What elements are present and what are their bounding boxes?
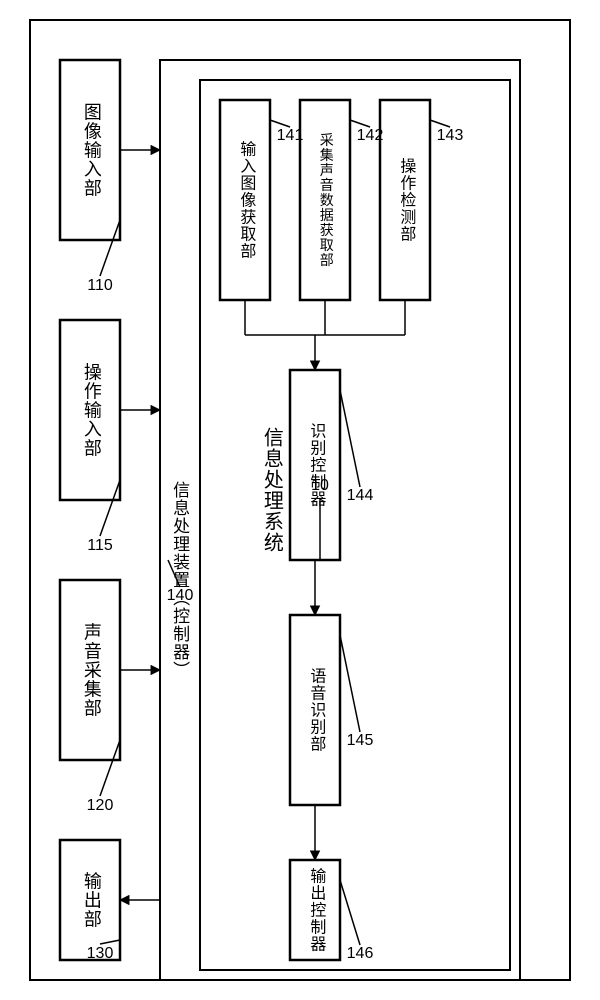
svg-text:输入图像获取部: 输入图像获取部 xyxy=(237,141,256,260)
svg-text:识别控制器: 识别控制器 xyxy=(307,423,326,508)
svg-text:输出部: 输出部 xyxy=(82,871,102,928)
svg-text:操作检测部: 操作检测部 xyxy=(397,158,416,243)
svg-text:声音采集部: 声音采集部 xyxy=(82,622,102,717)
svg-text:输出控制器: 输出控制器 xyxy=(307,868,326,953)
svg-text:120: 120 xyxy=(87,797,114,814)
svg-text:145: 145 xyxy=(347,732,374,749)
svg-text:146: 146 xyxy=(347,945,374,962)
svg-text:采集声音数据获取部: 采集声音数据获取部 xyxy=(318,133,334,268)
svg-text:130: 130 xyxy=(87,945,114,962)
svg-text:110: 110 xyxy=(87,277,113,294)
svg-text:信息处理装置（控制器）: 信息处理装置（控制器） xyxy=(170,481,190,679)
svg-text:115: 115 xyxy=(87,537,113,554)
svg-text:语音识别部: 语音识别部 xyxy=(307,668,326,753)
svg-text:140: 140 xyxy=(167,587,194,604)
svg-text:信息处理系统: 信息处理系统 xyxy=(260,427,283,553)
svg-text:143: 143 xyxy=(437,127,464,144)
svg-text:图像输入部: 图像输入部 xyxy=(82,103,102,198)
svg-text:144: 144 xyxy=(347,487,374,504)
svg-text:操作输入部: 操作输入部 xyxy=(82,362,102,457)
